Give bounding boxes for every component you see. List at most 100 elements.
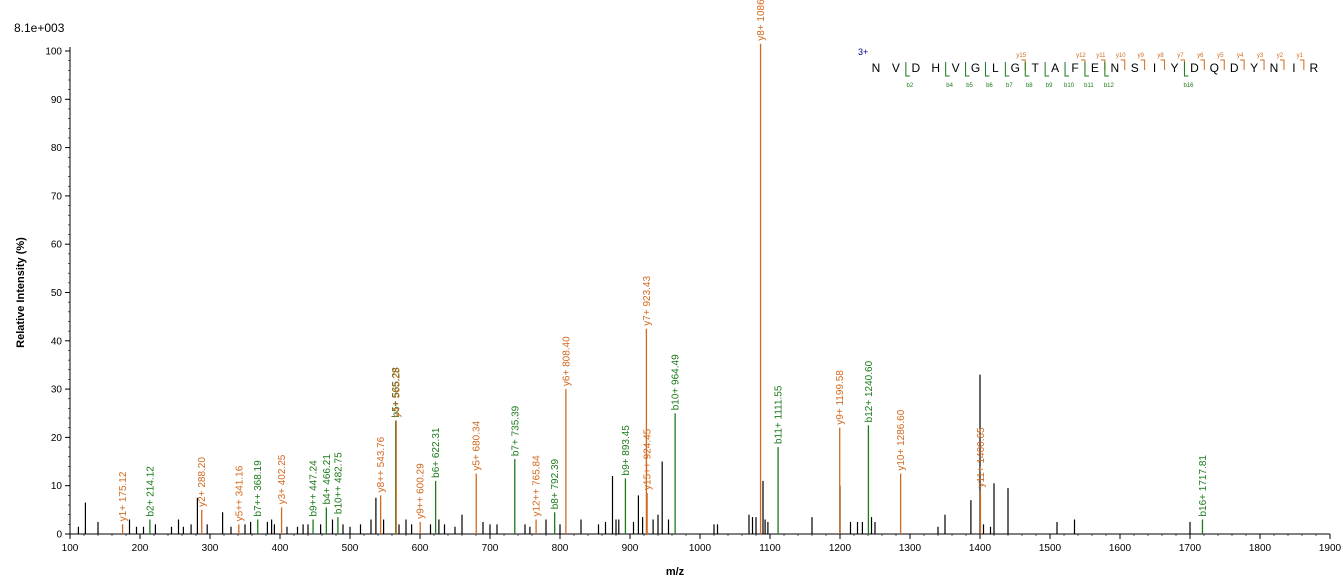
x-tick-label: 1500 bbox=[1039, 543, 1062, 554]
x-tick-label: 500 bbox=[342, 543, 359, 554]
x-tick-label: 1300 bbox=[899, 543, 922, 554]
x-tick-label: 100 bbox=[62, 543, 79, 554]
b-ion-label: b10+ 964.49 bbox=[671, 354, 682, 410]
y-ion-bracket bbox=[1279, 59, 1285, 70]
x-tick-label: 200 bbox=[132, 543, 149, 554]
y-ion-bracket bbox=[1100, 59, 1106, 70]
b-ion-bracket bbox=[1183, 62, 1189, 77]
x-tick-label: 1900 bbox=[1319, 543, 1342, 554]
y-ion-tag: y12 bbox=[1076, 53, 1086, 59]
y-ion-label: y5++ 341.16 bbox=[234, 465, 245, 521]
x-tick-label: 1200 bbox=[829, 543, 852, 554]
b-ion-tag: b5 bbox=[966, 83, 973, 89]
x-tick-label: 400 bbox=[272, 543, 289, 554]
b-ion-label: b5+ 565.28 bbox=[391, 367, 402, 418]
x-tick-label: 600 bbox=[412, 543, 429, 554]
y-ion-label: y6+ 808.40 bbox=[561, 336, 572, 386]
b-ion-bracket bbox=[945, 62, 950, 77]
b-ion-tag: b2 bbox=[907, 83, 914, 89]
x-tick-label: 900 bbox=[622, 543, 639, 554]
sequence-residue: D bbox=[911, 61, 920, 75]
y-ion-bracket bbox=[1120, 59, 1126, 70]
y-tick-label: 0 bbox=[56, 530, 62, 541]
b-ion-bracket bbox=[1104, 62, 1109, 77]
b-ion-tag: b4 bbox=[946, 83, 953, 89]
y-ion-label: y9+ 1199.58 bbox=[835, 370, 846, 425]
y-ion-tag: y11 bbox=[1096, 53, 1106, 59]
y-tick-label: 80 bbox=[51, 143, 63, 154]
y-ion-bracket bbox=[1200, 59, 1205, 70]
y-ion-tag: y9 bbox=[1137, 53, 1144, 59]
y-ion-tag: y7 bbox=[1177, 53, 1184, 59]
sequence-residue: T bbox=[1032, 61, 1040, 75]
b-ion-label: b4+ 466.21 bbox=[322, 454, 333, 505]
sequence-residue: Y bbox=[1170, 61, 1178, 75]
b-ion-label: b2+ 214.12 bbox=[145, 466, 156, 517]
y-ion-bracket bbox=[1240, 59, 1245, 70]
sequence-residue: A bbox=[1051, 61, 1059, 75]
sequence-residue: I bbox=[1292, 61, 1295, 75]
y-ion-label: y8+ 1086.49 bbox=[756, 0, 767, 41]
y-tick-label: 90 bbox=[51, 95, 63, 106]
y-ion-label: y7+ 923.43 bbox=[642, 276, 653, 326]
y-ion-label: y4+ 565.28 bbox=[392, 367, 403, 417]
intensity-scale-label: 8.1e+003 bbox=[14, 21, 65, 35]
b-ion-tag: b8 bbox=[1026, 83, 1033, 89]
y-ion-tag: y10 bbox=[1116, 53, 1126, 59]
b-ion-label: b9++ 447.24 bbox=[309, 460, 320, 517]
y-ion-tag: y2 bbox=[1277, 53, 1284, 59]
y-ion-bracket bbox=[1180, 59, 1185, 70]
y-tick-label: 10 bbox=[51, 481, 63, 492]
x-axis-label: m/z bbox=[666, 566, 685, 578]
y-ion-label: y3+ 402.25 bbox=[277, 454, 288, 504]
y-ion-tag: y15 bbox=[1016, 53, 1026, 59]
y-tick-label: 20 bbox=[51, 433, 63, 444]
b-ion-tag: b7 bbox=[1006, 83, 1013, 89]
y-ion-bracket bbox=[1080, 59, 1086, 70]
sequence-residue: N bbox=[872, 61, 881, 75]
b-ion-label: b16+ 1717.81 bbox=[1198, 455, 1209, 517]
y-ion-bracket bbox=[1140, 59, 1146, 70]
y-ion-tag: y5 bbox=[1217, 53, 1224, 59]
sequence-residue: S bbox=[1131, 61, 1139, 75]
y-tick-label: 60 bbox=[51, 240, 63, 251]
y-ion-bracket bbox=[1220, 59, 1225, 70]
b-ion-tag: b11 bbox=[1084, 83, 1094, 89]
x-tick-label: 700 bbox=[482, 543, 499, 554]
sequence-residue: F bbox=[1071, 61, 1078, 75]
sequence-residue: G bbox=[971, 61, 980, 75]
b-ion-label: b7++ 368.19 bbox=[253, 460, 264, 517]
x-tick-label: 1100 bbox=[759, 543, 781, 554]
b-ion-label: b11+ 1111.55 bbox=[774, 385, 785, 444]
charge-state-label: 3+ bbox=[858, 47, 868, 57]
sequence-residue: H bbox=[931, 61, 940, 75]
x-tick-label: 1700 bbox=[1179, 543, 1202, 554]
y-ion-label: y5+ 680.34 bbox=[472, 420, 483, 470]
b-ion-bracket bbox=[905, 62, 910, 77]
x-tick-label: 300 bbox=[202, 543, 219, 554]
y-ion-bracket bbox=[1021, 59, 1026, 70]
sequence-residue: V bbox=[892, 61, 900, 75]
sequence-residue: G bbox=[1011, 61, 1020, 75]
y-ion-tag: y6 bbox=[1197, 53, 1204, 59]
y-tick-label: 100 bbox=[45, 47, 62, 58]
y-ion-bracket bbox=[1299, 59, 1305, 70]
y-tick-label: 70 bbox=[51, 191, 63, 202]
b-ion-label: b10++ 482.75 bbox=[333, 452, 344, 514]
b-ion-bracket bbox=[965, 62, 970, 77]
b-ion-label: b9+ 893.45 bbox=[621, 425, 632, 476]
b-ion-label: b7+ 735.39 bbox=[510, 405, 521, 456]
sequence-residue: Q bbox=[1210, 61, 1219, 75]
y-axis-label: Relative Intensity (%) bbox=[15, 237, 27, 348]
x-tick-label: 1800 bbox=[1249, 543, 1272, 554]
y-ion-label: y15++ 924.45 bbox=[643, 428, 654, 490]
y-ion-label: y12++ 765.84 bbox=[532, 455, 543, 517]
b-ion-label: b8+ 792.39 bbox=[550, 458, 561, 509]
b-ion-bracket bbox=[984, 62, 990, 77]
sequence-residue: L bbox=[992, 61, 999, 75]
b-ion-bracket bbox=[1064, 62, 1070, 77]
sequence-residue: D bbox=[1190, 61, 1199, 75]
b-ion-bracket bbox=[1084, 62, 1089, 77]
b-ion-tag: b9 bbox=[1046, 83, 1053, 89]
